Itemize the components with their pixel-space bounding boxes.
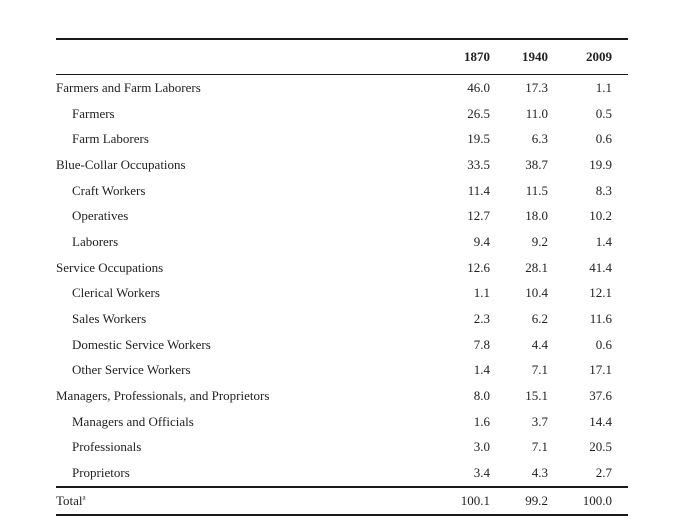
row-value-1870: 12.6 [467, 259, 490, 275]
row-value-2009: 12.1 [589, 285, 612, 301]
table-footer: Totala 100.1 99.2 100.0 [56, 487, 628, 515]
row-label: Clerical Workers [72, 285, 160, 301]
total-label-cell: Totala [56, 487, 436, 515]
row-value-2009: 41.4 [589, 259, 612, 275]
row-label: Professionals [72, 439, 142, 455]
row-value-2009: 10.2 [589, 208, 612, 224]
row-value-2009: 1.1 [595, 79, 612, 95]
row-value-2009: 20.5 [589, 439, 612, 455]
row-value-1940: 7.1 [531, 362, 548, 378]
row-value-2009: 0.6 [595, 336, 612, 352]
table-group-row: Managers, Professionals, and Proprietors… [56, 383, 628, 409]
row-value-1940: 4.3 [531, 465, 548, 481]
row-label: Farmers and Farm Laborers [56, 79, 201, 95]
row-value-1940: 17.3 [525, 79, 548, 95]
row-value-1940: 18.0 [525, 208, 548, 224]
row-value-1870: 3.4 [473, 465, 490, 481]
table-subrow: Other Service Workers 1.4 7.1 17.1 [56, 358, 628, 384]
row-value-2009: 17.1 [589, 362, 612, 378]
row-value-1870: 12.7 [467, 208, 490, 224]
table-group-row: Blue-Collar Occupations 33.5 38.7 19.9 [56, 152, 628, 178]
row-value-1870: 33.5 [467, 156, 490, 172]
row-value-1870: 9.4 [473, 233, 490, 249]
table-group-row: Farmers and Farm Laborers 46.0 17.3 1.1 [56, 75, 628, 101]
row-value-1940: 28.1 [525, 259, 548, 275]
table-subrow: Craft Workers 11.4 11.5 8.3 [56, 178, 628, 204]
row-value-1940: 11.0 [525, 105, 548, 121]
row-label: Managers and Officials [72, 413, 194, 429]
row-label: Sales Workers [72, 311, 147, 327]
row-value-1870: 8.0 [473, 388, 490, 404]
table-subrow: Domestic Service Workers 7.8 4.4 0.6 [56, 332, 628, 358]
table-subrow: Farm Laborers 19.5 6.3 0.6 [56, 126, 628, 152]
table-subrow: Farmers 26.5 11.0 0.5 [56, 101, 628, 127]
row-value-2009: 0.5 [595, 105, 612, 121]
table-body: Farmers and Farm Laborers 46.0 17.3 1.1 Farm… [56, 75, 628, 488]
row-value-2009: 14.4 [589, 413, 612, 429]
row-value-1940: 3.7 [531, 413, 548, 429]
table-header: 1870 1940 2009 [56, 39, 628, 75]
row-label: Proprietors [72, 465, 130, 481]
table-group-row: Service Occupations 12.6 28.1 41.4 [56, 255, 628, 281]
header-year-2: 1940 [522, 49, 548, 64]
row-label: Managers, Professionals, and Proprietors [56, 388, 270, 404]
row-value-2009: 1.4 [595, 233, 612, 249]
table-subrow: Proprietors 3.4 4.3 2.7 [56, 460, 628, 487]
row-value-1870: 2.3 [473, 311, 490, 327]
row-value-1870: 7.8 [473, 336, 490, 352]
row-value-1940: 6.2 [531, 311, 548, 327]
row-value-1940: 38.7 [525, 156, 548, 172]
row-value-2009: 2.7 [595, 465, 612, 481]
row-label: Domestic Service Workers [72, 336, 211, 352]
table-subrow: Sales Workers 2.3 6.2 11.6 [56, 306, 628, 332]
total-value-2009: 100.0 [582, 493, 612, 508]
header-label-cell [56, 39, 436, 75]
row-label: Farm Laborers [72, 131, 149, 147]
row-value-1870: 26.5 [467, 105, 490, 121]
row-label: Farmers [72, 105, 115, 121]
row-value-1940: 10.4 [525, 285, 548, 301]
row-value-2009: 37.6 [589, 388, 612, 404]
row-value-1940: 6.3 [531, 131, 548, 147]
total-label: Total [56, 493, 83, 508]
row-value-2009: 11.6 [589, 311, 612, 327]
row-value-1870: 11.4 [467, 182, 490, 198]
total-value-1870: 100.1 [460, 493, 490, 508]
row-label: Operatives [72, 208, 129, 224]
header-row: 1870 1940 2009 [56, 39, 628, 75]
total-row: Totala 100.1 99.2 100.0 [56, 487, 628, 515]
row-value-1940: 9.2 [531, 233, 548, 249]
row-value-2009: 0.6 [595, 131, 612, 147]
total-footnote-mark: a [82, 493, 86, 502]
row-value-1870: 1.1 [473, 285, 490, 301]
table-subrow: Professionals 3.0 7.1 20.5 [56, 435, 628, 461]
row-value-1870: 3.0 [473, 439, 490, 455]
row-value-1870: 1.4 [473, 362, 490, 378]
row-value-1870: 1.6 [473, 413, 490, 429]
row-value-2009: 19.9 [589, 156, 612, 172]
row-label: Laborers [72, 233, 119, 249]
header-year-3: 2009 [586, 49, 612, 64]
table-subrow: Clerical Workers 1.1 10.4 12.1 [56, 281, 628, 307]
row-label: Blue-Collar Occupations [56, 156, 186, 172]
table-subrow: Managers and Officials 1.6 3.7 14.4 [56, 409, 628, 435]
row-value-1940: 7.1 [531, 439, 548, 455]
row-label: Craft Workers [72, 182, 146, 198]
row-label: Other Service Workers [72, 362, 191, 378]
row-value-2009: 8.3 [595, 182, 612, 198]
row-label: Service Occupations [56, 259, 164, 275]
row-value-1940: 4.4 [531, 336, 548, 352]
row-value-1870: 46.0 [467, 79, 490, 95]
row-value-1940: 15.1 [525, 388, 548, 404]
header-year-1: 1870 [464, 49, 490, 64]
table-subrow: Operatives 12.7 18.0 10.2 [56, 203, 628, 229]
row-value-1940: 11.5 [525, 182, 548, 198]
row-value-1870: 19.5 [467, 131, 490, 147]
occupation-table-container: 1870 1940 2009 Farmers and Farm Laborers… [56, 38, 628, 516]
total-value-1940: 99.2 [525, 493, 548, 508]
occupation-share-table: 1870 1940 2009 Farmers and Farm Laborers… [56, 38, 628, 516]
table-subrow: Laborers 9.4 9.2 1.4 [56, 229, 628, 255]
